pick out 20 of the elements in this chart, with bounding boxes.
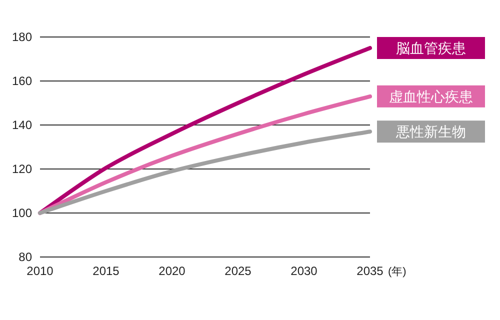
- y-tick-label: 180: [12, 30, 32, 44]
- x-tick-label: 2030: [290, 264, 318, 278]
- x-tick-label: 2020: [158, 264, 186, 278]
- y-tick-label: 80: [18, 250, 32, 264]
- legend: 脳血管疾患: [377, 37, 485, 59]
- y-tick-label: 120: [12, 162, 32, 176]
- y-tick-label: 140: [12, 118, 32, 132]
- y-tick-label: 160: [12, 74, 32, 88]
- legend: 虚血性心疾患: [377, 85, 485, 108]
- x-tick-label: 2035: [356, 264, 384, 278]
- series-label: 悪性新生物: [395, 124, 466, 140]
- x-axis-title: (年): [388, 266, 406, 278]
- x-tick-label: 2010: [26, 264, 54, 278]
- y-tick-label: 100: [12, 206, 32, 220]
- legend: 悪性新生物: [377, 120, 485, 143]
- line-series: [38, 130, 372, 215]
- x-tick-label: 2015: [92, 264, 120, 278]
- x-tick-label: 2025: [224, 264, 252, 278]
- series-label: 脳血管疾患: [396, 40, 466, 56]
- series-label: 虚血性心疾患: [389, 88, 473, 104]
